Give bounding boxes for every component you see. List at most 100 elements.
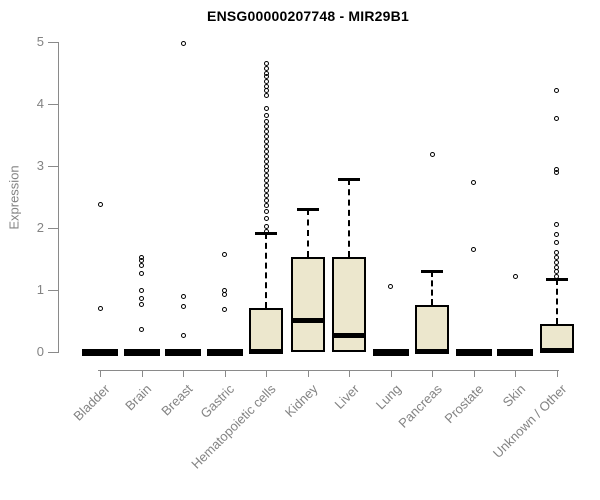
x-tick — [473, 370, 475, 377]
median-line — [332, 333, 366, 339]
outlier-point — [263, 113, 269, 119]
collapsed-box — [497, 349, 533, 356]
outlier-point — [263, 128, 269, 134]
whisker-line — [348, 179, 350, 258]
chart-title: ENSG00000207748 - MIR29B1 — [207, 8, 409, 24]
outlier-point — [554, 255, 559, 261]
x-category-label: Bladder — [70, 381, 113, 424]
x-tick — [307, 370, 309, 377]
x-category-label: Liver — [331, 381, 362, 412]
outlier-point — [554, 268, 559, 274]
outlier-point — [263, 143, 269, 149]
y-axis-label: Expression — [6, 165, 22, 230]
outlier-point — [139, 262, 144, 268]
outlier-point — [554, 115, 559, 121]
outlier-point — [554, 240, 559, 246]
collapsed-box — [123, 349, 160, 356]
whisker-line — [431, 270, 433, 305]
outlier-point — [554, 231, 559, 237]
x-category-label: Breast — [158, 381, 196, 419]
outlier-point — [263, 148, 269, 154]
collapsed-box — [372, 349, 409, 356]
outlier-point — [263, 187, 269, 193]
outlier-point — [554, 221, 559, 227]
outlier-point — [180, 293, 186, 299]
x-tick — [141, 370, 143, 377]
collapsed-box — [82, 349, 118, 356]
outlier-point — [180, 332, 186, 338]
y-tick-label: 4 — [36, 96, 44, 111]
x-category-label: Gastric — [197, 381, 238, 422]
whisker-line — [306, 208, 309, 258]
outlier-point — [471, 179, 476, 185]
outlier-point — [554, 250, 559, 256]
x-tick — [432, 370, 433, 377]
median-line — [539, 348, 574, 354]
outlier-point — [222, 251, 227, 257]
outlier-point — [263, 78, 269, 84]
outlier-point — [263, 65, 269, 71]
outlier-point — [554, 273, 559, 279]
whisker-cap — [338, 178, 360, 182]
x-tick — [390, 370, 392, 377]
collapsed-box — [455, 349, 492, 356]
collapsed-box — [206, 349, 243, 356]
x-tick — [224, 370, 226, 377]
outlier-point — [263, 197, 269, 203]
y-tick-label: 0 — [36, 344, 44, 359]
outlier-point — [263, 138, 269, 144]
x-category-label: Pancreas — [395, 381, 445, 431]
outlier-point — [97, 201, 103, 207]
median-line — [415, 348, 449, 354]
x-category-label: Skin — [499, 381, 528, 410]
outlier-point — [554, 169, 559, 175]
whisker-cap — [421, 269, 443, 273]
y-tick — [48, 290, 58, 291]
outlier-point — [263, 83, 269, 89]
x-tick — [515, 370, 516, 377]
outlier-point — [263, 133, 269, 139]
y-tick-label: 3 — [36, 158, 44, 173]
y-tick — [48, 42, 58, 43]
outlier-point — [263, 216, 269, 222]
collapsed-box — [165, 349, 201, 356]
outlier-point — [180, 40, 186, 46]
outlier-point — [471, 247, 476, 253]
outlier-point — [263, 123, 269, 129]
outlier-point — [180, 304, 186, 310]
y-tick — [48, 228, 58, 229]
whisker-cap — [545, 277, 568, 281]
outlier-point — [139, 295, 144, 301]
outlier-point — [263, 177, 269, 183]
x-tick — [349, 370, 350, 377]
x-category-label: Brain — [122, 381, 155, 414]
outlier-point — [263, 182, 269, 188]
outlier-point — [139, 326, 144, 332]
outlier-point — [512, 274, 518, 280]
outlier-point — [222, 307, 227, 313]
y-tick — [48, 166, 58, 167]
outlier-point — [263, 163, 269, 169]
outlier-point — [263, 172, 269, 178]
outlier-point — [139, 301, 144, 307]
y-tick-label: 1 — [36, 282, 44, 297]
outlier-point — [139, 287, 144, 293]
outlier-point — [429, 152, 435, 158]
median-line — [290, 317, 325, 323]
outlier-point — [139, 271, 144, 277]
outlier-point — [263, 208, 269, 214]
y-tick-label: 2 — [36, 220, 44, 235]
outlier-point — [263, 118, 269, 124]
y-tick — [48, 104, 58, 105]
x-tick — [100, 370, 101, 377]
outlier-point — [97, 306, 103, 312]
y-tick-label: 5 — [36, 34, 44, 49]
outlier-point — [222, 291, 227, 297]
whisker-line — [555, 278, 558, 325]
outlier-point — [263, 158, 269, 164]
y-tick — [48, 352, 58, 353]
x-category-label: Lung — [372, 381, 404, 413]
box-rect — [415, 304, 449, 352]
outlier-point — [263, 93, 269, 99]
